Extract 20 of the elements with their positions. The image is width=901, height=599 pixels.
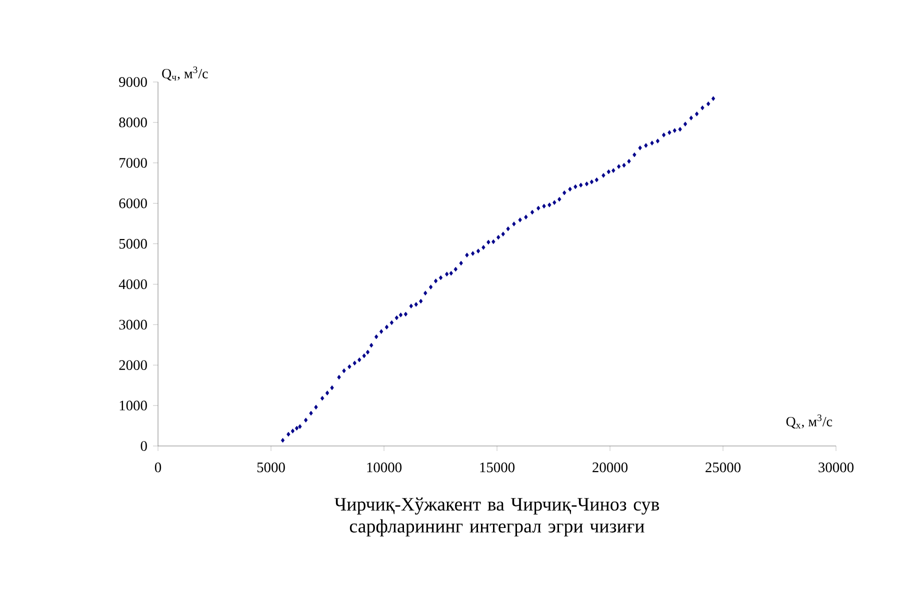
x-tick-label: 20000: [592, 462, 628, 472]
x-tick-label: 10000: [367, 462, 402, 472]
y-tick-label: 5000: [119, 238, 147, 249]
x-tick-label: 25000: [706, 462, 741, 472]
y-tick-label: 0: [140, 441, 147, 451]
y-tick-label: 1000: [120, 400, 147, 410]
y-tick-label: 2000: [119, 360, 147, 370]
x-axis-title: Q$_{х}$, м$^{3}$/с: [786, 414, 832, 428]
y-tick-label: 9000: [119, 77, 147, 87]
y-tick-label: 7000: [120, 158, 147, 168]
x-tick-label: 30000: [818, 462, 854, 472]
y-tick-label: 6000: [119, 198, 147, 208]
text: Чирчиқ-Хўжакент ва Чирчиқ-Чиноз сув сарфларининг интеграл эгри чизиғи: [334, 498, 660, 536]
x-tick-label: 15000: [480, 462, 515, 472]
x-tick-label: 5000: [257, 462, 285, 472]
y-tick-label: 3000: [119, 320, 147, 330]
x-tick-label: 0: [154, 462, 162, 472]
y-tick-label: 4000: [118, 279, 147, 290]
y-axis-title: Q$_{ч}$, м$^{3}$/с: [162, 66, 208, 80]
y-tick-label: 8000: [119, 118, 147, 128]
